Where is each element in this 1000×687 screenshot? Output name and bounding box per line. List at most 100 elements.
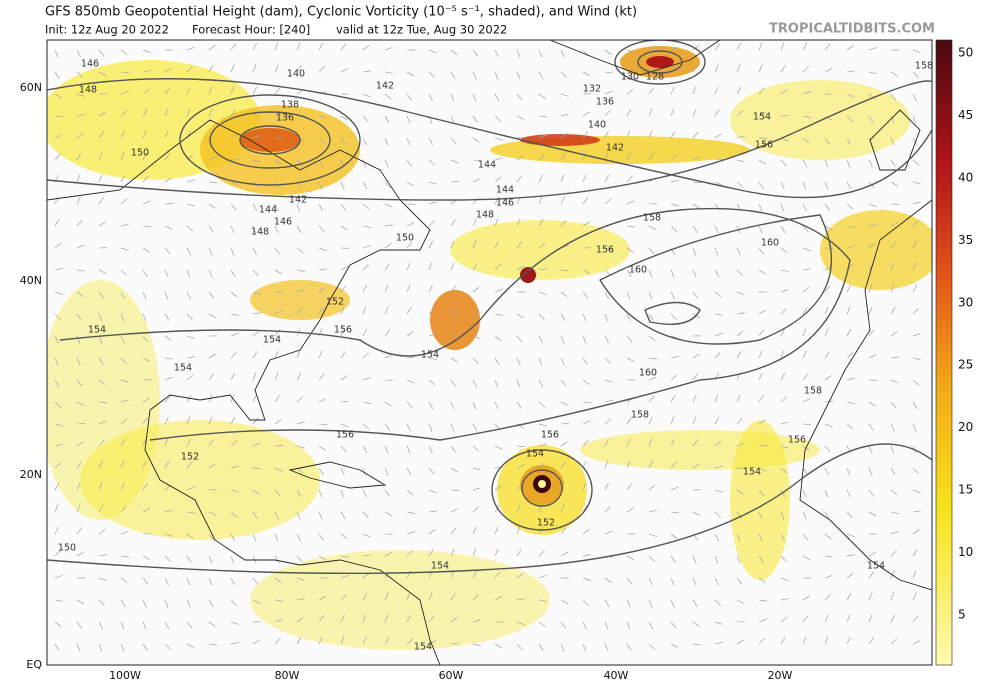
wind-barb: [802, 555, 811, 561]
wind-barb: [560, 643, 565, 652]
wind-barb: [846, 401, 855, 405]
wind-barb: [626, 269, 632, 277]
contour: [598, 214, 833, 345]
wind-barb: [846, 70, 855, 73]
contour-label: 156: [541, 430, 559, 441]
wind-barb: [428, 49, 437, 54]
wind-barb: [758, 555, 764, 563]
wind-barb: [164, 153, 170, 161]
wind-barb: [670, 533, 678, 540]
wind-barb: [406, 262, 411, 271]
wind-barb: [758, 181, 764, 189]
wind-barb: [98, 269, 107, 274]
wind-barb: [648, 335, 656, 342]
wind-barb: [76, 196, 81, 205]
lat-label: 20N: [20, 468, 42, 481]
wind-barb: [142, 88, 150, 95]
wind-barb: [824, 423, 833, 428]
wind-barb: [626, 88, 634, 95]
wind-barb: [648, 438, 653, 447]
wind-barb: [604, 621, 609, 630]
contour-label: 154: [88, 325, 106, 336]
wind-barb: [472, 312, 481, 315]
wind-barb: [186, 65, 193, 73]
wind-barb: [362, 225, 371, 229]
contour: [637, 50, 683, 74]
wind-barb: [186, 269, 191, 278]
wind-barb: [692, 131, 699, 139]
contour-label: 160: [639, 368, 657, 379]
coast-americas: [47, 119, 441, 665]
wind-barb: [714, 181, 723, 186]
wind-barb: [230, 225, 235, 234]
wind-barb: [626, 555, 635, 561]
wind-barb: [670, 374, 678, 381]
wind-barb: [824, 636, 829, 645]
wind-barb: [868, 511, 877, 517]
wind-barb: [186, 621, 193, 629]
wind-barb: [318, 181, 323, 190]
wind-barb: [868, 71, 877, 75]
wind-barb: [604, 174, 610, 183]
wind-barb: [274, 395, 280, 403]
wind-barb: [846, 423, 854, 430]
vortex-eye: [538, 480, 546, 488]
wind-barb: [670, 108, 675, 117]
wind-barb: [120, 90, 129, 95]
wind-barb: [538, 242, 546, 249]
wind-barb: [802, 247, 811, 252]
wind-barb: [164, 555, 172, 562]
wind-barb: [538, 174, 543, 183]
wind-barb: [890, 331, 898, 337]
forecast-hour: Forecast Hour: [240]: [192, 23, 310, 37]
wind-barb: [670, 438, 675, 447]
wind-barb: [670, 643, 679, 648]
contour-label: 154: [421, 350, 439, 361]
wind-barb: [692, 269, 697, 278]
wind-barb: [890, 307, 896, 315]
contour-label: 152: [326, 297, 344, 308]
wind-barb: [692, 599, 698, 607]
wind-barb: [406, 181, 414, 187]
wind-barb: [780, 616, 788, 623]
wind-barb: [472, 570, 478, 579]
wind-barb: [98, 197, 104, 205]
wind-barb: [296, 247, 304, 254]
wind-barb: [142, 70, 151, 73]
wind-barb: [76, 132, 84, 139]
contour-label: 158: [915, 61, 933, 72]
wind-barb: [736, 64, 741, 73]
wind-barb: [98, 554, 107, 557]
wind-barb: [516, 313, 525, 319]
wind-barb: [450, 219, 456, 227]
contour-label: 154: [263, 335, 281, 346]
wind-barb: [846, 352, 854, 359]
wind-barb: [736, 442, 745, 447]
contour-label: 158: [643, 213, 661, 224]
wind-barb: [54, 482, 60, 491]
wind-barbs: [54, 42, 921, 652]
wind-barb: [912, 423, 917, 432]
wind-barb: [384, 467, 389, 476]
wind-barb: [868, 306, 873, 315]
wind-barb: [912, 528, 920, 535]
wind-barb: [538, 115, 547, 118]
wind-barb: [406, 93, 413, 101]
contour-label: 140: [287, 69, 305, 80]
wind-barb: [98, 439, 105, 447]
wind-barb: [560, 461, 566, 469]
wind-barb: [252, 225, 257, 234]
wind-barb: [648, 108, 653, 117]
wind-barb: [186, 461, 193, 469]
wind-barb: [868, 242, 876, 249]
wind-barb: [582, 71, 591, 77]
wind-barb: [604, 438, 610, 447]
wind-barb: [164, 108, 169, 117]
wind-barb: [406, 379, 415, 384]
wind-barb: [362, 306, 367, 315]
wind-barb: [428, 220, 436, 227]
wind-barb: [208, 156, 217, 161]
wind-barb: [670, 335, 679, 339]
wind-barb: [472, 159, 482, 162]
wind-barb: [626, 313, 631, 322]
